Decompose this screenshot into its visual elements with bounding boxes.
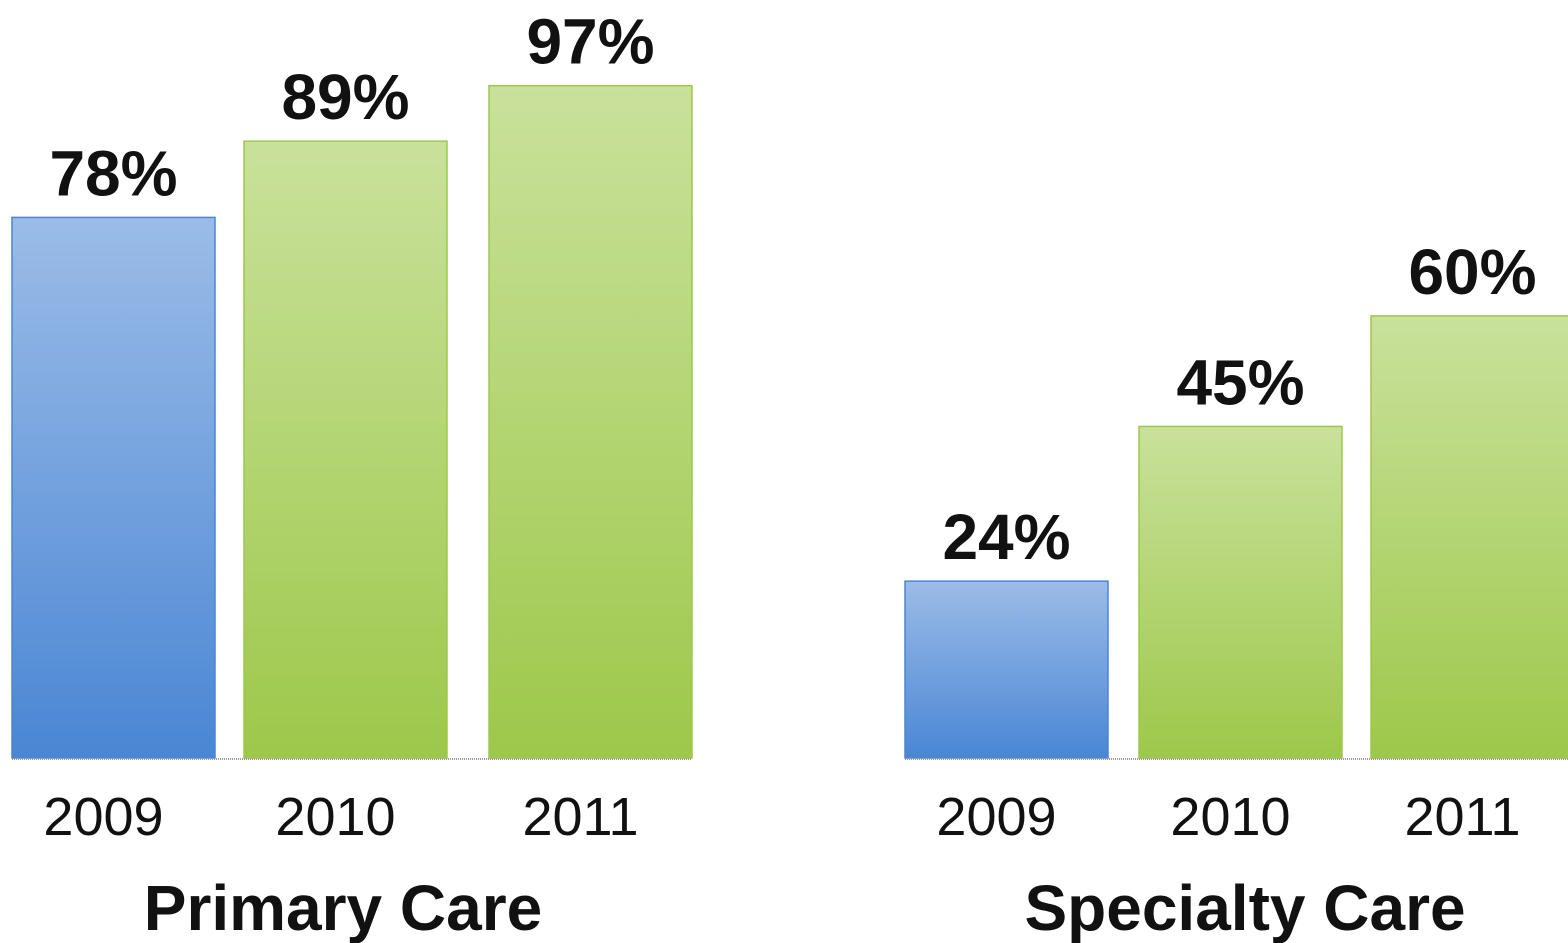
x-tick-label: 2011 — [1404, 787, 1520, 847]
bar — [243, 140, 448, 759]
x-tick-label: 2011 — [522, 787, 638, 847]
bar — [904, 580, 1109, 759]
value-label: 24% — [942, 501, 1070, 573]
x-tick-label: 2010 — [275, 787, 395, 847]
x-tick-label: 2009 — [936, 787, 1056, 847]
x-tick-label: 2009 — [43, 787, 163, 847]
value-label: 78% — [49, 137, 177, 209]
chart-title: Primary Care — [144, 872, 542, 943]
bar — [1138, 425, 1343, 759]
chart-title: Specialty Care — [1024, 872, 1465, 943]
x-tick-label: 2010 — [1170, 787, 1290, 847]
value-label: 89% — [281, 61, 409, 133]
value-label: 60% — [1408, 236, 1536, 308]
bar — [488, 84, 693, 759]
bar — [1370, 315, 1568, 759]
bar — [11, 216, 216, 759]
value-label: 97% — [526, 6, 654, 78]
value-label: 45% — [1176, 346, 1304, 418]
